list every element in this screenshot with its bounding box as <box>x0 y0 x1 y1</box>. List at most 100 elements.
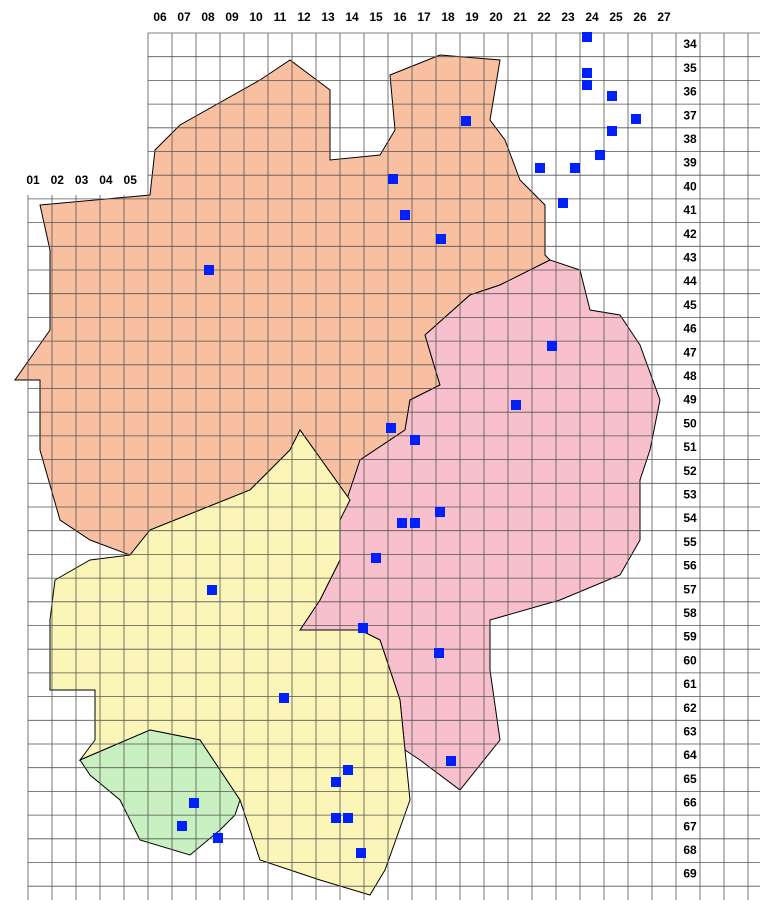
record-marker <box>358 623 368 633</box>
row-label: 45 <box>683 298 697 312</box>
column-label: 19 <box>465 10 479 24</box>
record-marker <box>207 585 217 595</box>
row-label: 35 <box>683 61 697 75</box>
row-label: 36 <box>683 85 697 99</box>
record-marker <box>410 435 420 445</box>
column-label: 09 <box>225 10 239 24</box>
record-marker <box>388 174 398 184</box>
row-label: 65 <box>683 772 697 786</box>
record-marker <box>511 400 521 410</box>
column-label: 16 <box>393 10 407 24</box>
record-marker <box>547 341 557 351</box>
column-label: 10 <box>249 10 263 24</box>
record-marker <box>397 518 407 528</box>
record-marker <box>410 518 420 528</box>
row-label: 51 <box>683 440 697 454</box>
row-label: 64 <box>683 748 697 762</box>
record-marker <box>607 126 617 136</box>
row-label: 46 <box>683 322 697 336</box>
record-marker <box>434 648 444 658</box>
row-label: 60 <box>683 653 697 667</box>
row-label: 47 <box>683 345 697 359</box>
row-label: 56 <box>683 559 697 573</box>
row-label: 44 <box>683 274 697 288</box>
column-label: 11 <box>274 10 287 24</box>
row-label: 48 <box>683 369 697 383</box>
row-label: 39 <box>683 156 697 170</box>
record-marker <box>631 114 641 124</box>
row-label: 69 <box>683 867 697 881</box>
row-label: 54 <box>683 511 697 525</box>
row-label: 52 <box>683 464 697 478</box>
record-marker <box>582 80 592 90</box>
record-marker <box>435 507 445 517</box>
record-marker <box>607 91 617 101</box>
record-marker <box>331 777 341 787</box>
row-label: 66 <box>683 796 697 810</box>
column-label: 23 <box>561 10 575 24</box>
region-east <box>299 259 661 791</box>
column-label: 21 <box>513 10 527 24</box>
row-label: 62 <box>683 701 697 715</box>
row-label: 37 <box>683 108 697 122</box>
column-label: 02 <box>51 173 65 187</box>
row-label: 38 <box>683 132 697 146</box>
record-marker <box>386 423 396 433</box>
row-label: 40 <box>683 179 697 193</box>
row-label: 61 <box>683 677 697 691</box>
column-label: 25 <box>609 10 623 24</box>
record-marker <box>371 553 381 563</box>
column-label: 07 <box>177 10 191 24</box>
record-marker <box>213 833 223 843</box>
record-marker <box>461 116 471 126</box>
regions <box>14 54 661 896</box>
record-marker <box>177 821 187 831</box>
record-marker <box>446 756 456 766</box>
column-label: 03 <box>75 173 89 187</box>
column-label: 08 <box>201 10 215 24</box>
record-marker <box>436 234 446 244</box>
record-marker <box>570 163 580 173</box>
row-label: 59 <box>683 630 697 644</box>
record-marker <box>595 150 605 160</box>
records <box>177 32 641 858</box>
record-marker <box>400 210 410 220</box>
column-label: 14 <box>345 10 359 24</box>
record-marker <box>331 813 341 823</box>
column-label: 15 <box>369 10 383 24</box>
column-label: 13 <box>321 10 335 24</box>
row-label: 41 <box>683 203 697 217</box>
column-label: 12 <box>297 10 311 24</box>
row-label: 55 <box>683 535 697 549</box>
row-label: 43 <box>683 250 697 264</box>
row-label: 58 <box>683 606 697 620</box>
column-label: 06 <box>153 10 167 24</box>
grid <box>27 32 760 900</box>
record-marker <box>356 848 366 858</box>
record-marker <box>204 265 214 275</box>
row-label: 63 <box>683 724 697 738</box>
column-label: 04 <box>99 173 113 187</box>
column-label: 22 <box>537 10 551 24</box>
record-marker <box>582 32 592 42</box>
row-label: 49 <box>683 393 697 407</box>
record-marker <box>558 198 568 208</box>
row-label: 68 <box>683 843 697 857</box>
column-label: 26 <box>633 10 647 24</box>
column-label: 27 <box>657 10 671 24</box>
column-label: 05 <box>124 173 138 187</box>
record-marker <box>582 68 592 78</box>
record-marker <box>535 163 545 173</box>
labels: 01 02 03 04 05 06 07 08 09 10 11 12 13 14 15 16 17 18 19 20… <box>26 10 697 881</box>
record-marker <box>189 798 199 808</box>
column-label: 17 <box>417 10 431 24</box>
row-label: 50 <box>683 416 697 430</box>
column-label: 18 <box>441 10 455 24</box>
row-label: 53 <box>683 487 697 501</box>
row-label: 57 <box>683 582 697 596</box>
row-label: 67 <box>683 819 697 833</box>
column-label: 01 <box>26 173 40 187</box>
column-label: 24 <box>585 10 599 24</box>
record-marker <box>343 765 353 775</box>
